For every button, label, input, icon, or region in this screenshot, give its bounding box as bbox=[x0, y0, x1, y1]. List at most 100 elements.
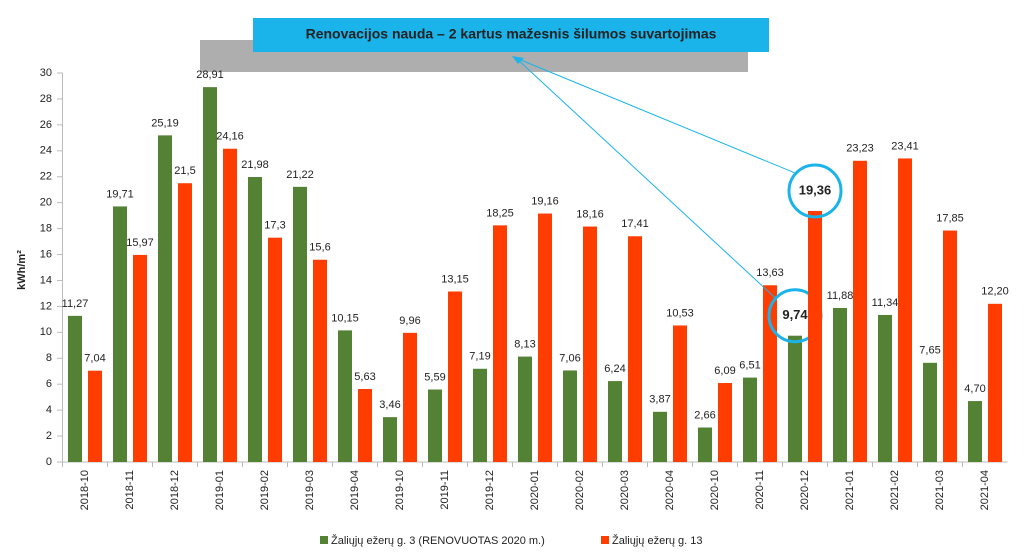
bar bbox=[383, 417, 397, 462]
bar bbox=[448, 291, 462, 462]
bar bbox=[113, 206, 127, 462]
bar bbox=[628, 236, 642, 462]
bar bbox=[358, 388, 372, 462]
value-label: 13,15 bbox=[441, 273, 469, 285]
value-label: 9,74 bbox=[782, 307, 808, 322]
arrow-line bbox=[515, 57, 796, 174]
x-tick-label: 2021-04 bbox=[979, 470, 991, 510]
x-tick-label: 2019-02 bbox=[259, 470, 271, 510]
bar bbox=[878, 314, 892, 462]
bar bbox=[718, 383, 732, 462]
value-label: 17,3 bbox=[264, 220, 285, 232]
bar bbox=[743, 377, 757, 462]
value-label: 3,46 bbox=[379, 399, 400, 411]
x-tick-label: 2019-10 bbox=[394, 470, 406, 510]
bar bbox=[403, 332, 417, 462]
value-label: 15,97 bbox=[126, 237, 154, 249]
y-tick-label: 16 bbox=[40, 248, 52, 260]
y-tick-label: 14 bbox=[40, 274, 52, 286]
bar bbox=[473, 368, 487, 462]
value-label: 15,6 bbox=[309, 242, 330, 254]
bar bbox=[808, 210, 822, 462]
value-label: 18,25 bbox=[486, 207, 514, 219]
y-tick-label: 8 bbox=[46, 352, 52, 364]
y-tick-label: 10 bbox=[40, 326, 52, 338]
bar bbox=[538, 213, 552, 462]
bar bbox=[608, 381, 622, 462]
bar bbox=[293, 186, 307, 462]
value-label: 21,5 bbox=[174, 165, 195, 177]
bar bbox=[68, 315, 82, 462]
bar bbox=[158, 135, 172, 462]
bar bbox=[788, 335, 802, 462]
bar bbox=[223, 148, 237, 462]
x-tick-label: 2019-01 bbox=[214, 470, 226, 510]
bar bbox=[338, 330, 352, 462]
title-box bbox=[253, 18, 769, 52]
value-label: 10,53 bbox=[666, 307, 694, 319]
legend-label: Žaliųjų ežerų g. 3 (RENOVUOTAS 2020 m.) bbox=[331, 534, 545, 547]
value-label: 8,13 bbox=[514, 338, 535, 350]
bar bbox=[313, 259, 327, 462]
bar bbox=[653, 411, 667, 462]
value-label: 6,51 bbox=[739, 359, 760, 371]
value-label: 6,24 bbox=[604, 363, 625, 375]
bar bbox=[203, 87, 217, 462]
value-label: 7,65 bbox=[919, 345, 940, 357]
y-tick-label: 20 bbox=[40, 197, 52, 209]
value-label: 6,09 bbox=[714, 365, 735, 377]
x-tick-label: 2018-10 bbox=[79, 470, 91, 510]
y-tick-label: 6 bbox=[46, 378, 52, 390]
value-label: 21,22 bbox=[286, 169, 314, 181]
value-label: 19,36 bbox=[799, 182, 832, 197]
value-label: 19,71 bbox=[106, 188, 134, 200]
value-label: 17,85 bbox=[936, 212, 964, 224]
value-label: 12,20 bbox=[981, 286, 1009, 298]
x-tick-label: 2019-03 bbox=[304, 470, 316, 510]
x-tick-label: 2020-11 bbox=[754, 470, 766, 510]
value-label: 28,91 bbox=[196, 69, 224, 81]
bar bbox=[428, 389, 442, 462]
bar bbox=[248, 176, 262, 462]
bar bbox=[923, 362, 937, 462]
y-tick-label: 4 bbox=[46, 404, 52, 416]
bar bbox=[563, 370, 577, 462]
x-tick-label: 2021-02 bbox=[889, 470, 901, 510]
bar bbox=[833, 307, 847, 462]
bar bbox=[133, 254, 147, 462]
y-tick-label: 28 bbox=[40, 93, 52, 105]
bar bbox=[178, 183, 192, 462]
x-tick-label: 2019-12 bbox=[484, 470, 496, 510]
bar bbox=[493, 225, 507, 462]
value-label: 4,70 bbox=[964, 383, 985, 395]
value-label: 19,16 bbox=[531, 195, 559, 207]
x-tick-label: 2020-03 bbox=[619, 470, 631, 510]
value-label: 21,98 bbox=[241, 159, 269, 171]
bar bbox=[518, 356, 532, 462]
x-tick-label: 2018-11 bbox=[124, 470, 136, 510]
y-tick-label: 30 bbox=[40, 67, 52, 79]
x-tick-label: 2020-04 bbox=[664, 470, 676, 510]
bar bbox=[943, 230, 957, 462]
highlight-circle bbox=[787, 163, 843, 219]
x-tick-label: 2020-02 bbox=[574, 470, 586, 510]
value-label: 10,15 bbox=[331, 312, 359, 324]
value-label: 18,16 bbox=[576, 208, 604, 220]
x-tick-label: 2019-04 bbox=[349, 470, 361, 510]
bar bbox=[583, 226, 597, 462]
legend-swatch bbox=[601, 536, 609, 544]
bar bbox=[853, 160, 867, 462]
value-label: 5,59 bbox=[424, 371, 445, 383]
arrow-line bbox=[515, 57, 776, 299]
value-label: 13,63 bbox=[756, 267, 784, 279]
value-label: 7,04 bbox=[84, 353, 105, 365]
x-tick-label: 2021-03 bbox=[934, 470, 946, 510]
y-axis-label: kWh/m² bbox=[16, 250, 28, 290]
bar bbox=[898, 158, 912, 463]
value-label: 7,06 bbox=[559, 352, 580, 364]
x-tick-label: 2020-10 bbox=[709, 470, 721, 510]
value-label: 11,88 bbox=[827, 290, 854, 302]
value-label: 3,87 bbox=[649, 394, 670, 406]
bar bbox=[698, 427, 712, 462]
